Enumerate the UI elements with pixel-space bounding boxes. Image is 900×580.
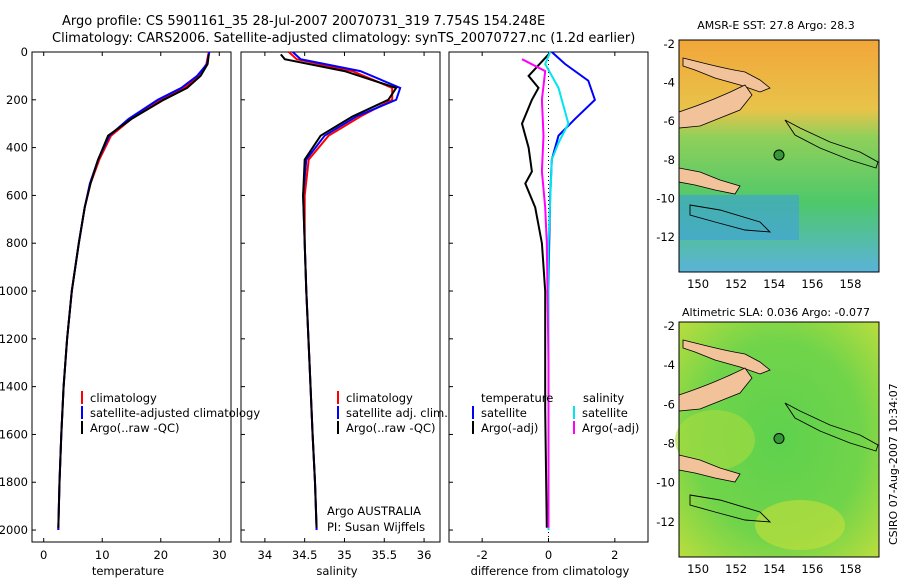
y-tick-label: 1600 [0, 427, 28, 441]
legend-label: Argo(..raw -QC) [346, 421, 436, 435]
y-tick-label: 1000 [0, 284, 28, 298]
map-x-tick-label: 150 [687, 562, 709, 576]
legend-label: climatology [346, 391, 413, 405]
x-tick-label: 10 [95, 548, 110, 562]
map-y-tick-label: -10 [656, 192, 675, 206]
legend-label: climatology [90, 391, 157, 405]
y-tick-label: 400 [6, 141, 28, 155]
figure-title-line1: Argo profile: CS 5901161_35 28-Jul-2007 … [62, 14, 545, 29]
y-tick-label: 600 [6, 188, 28, 202]
sst-island-newbritain [678, 84, 753, 129]
sst-reef [689, 204, 772, 233]
map-x-tick-label: 156 [801, 562, 823, 576]
sla-island-newbritain [678, 367, 753, 412]
credit-stamp: CSIRO 07-Aug-2007 10:34:07 [887, 383, 900, 545]
sla-map-frame [678, 321, 880, 558]
sst-map-frame [678, 39, 880, 273]
figure-title-line2: Climatology: CARS2006. Satellite-adjuste… [52, 31, 635, 46]
x-tick-label: 35 [337, 548, 352, 562]
legend-label: Argo(-adj) [481, 421, 538, 435]
salinity-legend: climatology satellite adj. clim. Argo(..… [327, 391, 448, 534]
y-tick-label: 1800 [0, 475, 28, 489]
map-x-tick-label: 152 [725, 562, 747, 576]
xlabel-salinity: salinity [316, 564, 357, 578]
y-tick-label: 200 [6, 93, 28, 107]
sst-island-solomons [784, 119, 879, 169]
map-y-tick-label: -6 [664, 397, 675, 411]
float-pi: PI: Susan Wijffels [327, 520, 425, 534]
map-y-tick-label: -8 [664, 153, 675, 167]
sla-map [675, 321, 880, 558]
map-x-tick-label: 156 [801, 277, 823, 291]
series-line-argo-raw-qc- [280, 53, 398, 528]
x-tick-label: 34 [258, 548, 273, 562]
series-line-argo-raw-qc- [57, 54, 210, 528]
legend-label: satellite-adjusted climatology [90, 406, 260, 420]
series-line-temperature-argo-adj- [520, 53, 550, 528]
legend-label: Argo(..raw -QC) [90, 421, 180, 435]
sla-high-patch [755, 500, 845, 550]
legend-label: satellite [481, 406, 527, 420]
y-tick-label: 1400 [0, 380, 28, 394]
map-x-tick-label: 152 [725, 277, 747, 291]
sla-map-title: Altimetric SLA: 0.036 Argo: -0.077 [682, 306, 870, 319]
map-x-tick-label: 154 [763, 562, 785, 576]
legend-header-salinity: salinity [583, 391, 624, 405]
xlabel-difference: difference from climatology [471, 564, 630, 578]
sla-argo-marker [773, 433, 785, 445]
map-y-tick-label: -12 [656, 515, 675, 529]
legend-label: Argo(-adj) [582, 421, 639, 435]
legend-label: satellite [582, 406, 628, 420]
map-y-tick-label: -2 [664, 319, 675, 333]
sst-island-png [678, 167, 741, 195]
sla-island-png [678, 454, 741, 483]
sla-high-patch [675, 410, 755, 470]
sla-island-solomons [784, 402, 879, 452]
map-y-tick-label: -4 [664, 358, 675, 372]
sla-reef [689, 494, 772, 523]
sst-cool-patch [679, 195, 799, 240]
map-x-tick-label: 154 [763, 277, 785, 291]
map-y-tick-label: -8 [664, 436, 675, 450]
x-tick-label: 2 [611, 548, 618, 562]
x-tick-label: 35.5 [371, 548, 397, 562]
map-y-tick-label: -4 [664, 76, 675, 90]
y-tick-label: 1200 [0, 332, 28, 346]
map-y-tick-label: -12 [656, 230, 675, 244]
float-program: Argo AUSTRALIA [327, 504, 421, 518]
difference-legend: temperature salinity satellite Argo(-adj… [472, 391, 639, 435]
xlabel-temperature: temperature [92, 564, 164, 578]
x-tick-label: -2 [476, 548, 487, 562]
x-tick-label: 0 [545, 548, 552, 562]
sst-island-newireland [682, 57, 771, 93]
x-tick-label: 20 [153, 548, 168, 562]
map-y-tick-label: -2 [664, 37, 675, 51]
legend-label: satellite adj. clim. [346, 406, 448, 420]
series-line-salinity-argo-adj- [521, 58, 550, 528]
temperature-legend: climatology satellite-adjusted climatolo… [81, 391, 260, 435]
sst-argo-marker [773, 149, 785, 161]
map-x-tick-label: 158 [839, 277, 861, 291]
map-y-tick-label: -10 [656, 476, 675, 490]
x-tick-label: 0 [40, 548, 47, 562]
map-x-tick-label: 150 [687, 277, 709, 291]
salinity-axes [240, 51, 441, 543]
x-tick-label: 30 [212, 548, 227, 562]
map-x-tick-label: 158 [839, 562, 861, 576]
x-tick-label: 34.5 [292, 548, 318, 562]
sst-map-title: AMSR-E SST: 27.8 Argo: 28.3 [697, 19, 855, 32]
legend-header-temperature: temperature [481, 391, 553, 405]
y-tick-label: 2000 [0, 523, 28, 537]
sst-map [678, 39, 880, 273]
y-tick-label: 800 [6, 236, 28, 250]
y-tick-label: 0 [21, 45, 28, 59]
x-tick-label: 36 [417, 548, 432, 562]
map-y-tick-label: -6 [664, 114, 675, 128]
sla-island-newireland [682, 339, 771, 375]
temperature-axes [31, 51, 232, 543]
